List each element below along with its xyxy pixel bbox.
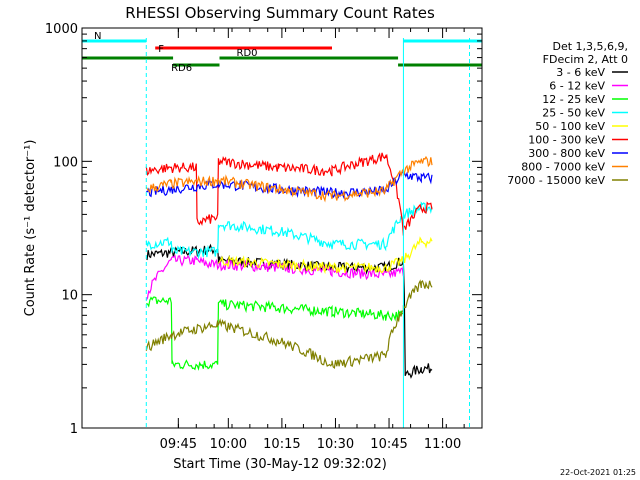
legend: Det 1,3,5,6,9,FDecim 2, Att 03 - 6 keV6 … bbox=[507, 40, 628, 187]
y-tick-label: 100 bbox=[53, 155, 78, 170]
footer-timestamp: 22-Oct-2021 01:25 bbox=[560, 468, 636, 477]
x-tick-label: 10:00 bbox=[210, 437, 247, 452]
y-tick-label: 1000 bbox=[45, 22, 78, 37]
x-tick-label: 10:30 bbox=[317, 437, 354, 452]
series-line-50-100-kev bbox=[217, 236, 433, 275]
legend-label: 7000 - 15000 keV bbox=[507, 174, 605, 187]
y-tick-label: 10 bbox=[61, 289, 78, 304]
plot-area: N F RD0 RD6 1 10 100 1000 09:45 10:00 10:15 10:30 10… bbox=[45, 22, 483, 452]
legend-label: 50 - 100 keV bbox=[535, 120, 605, 133]
x-tick-label: 10:15 bbox=[263, 437, 300, 452]
series-line-12-25-kev bbox=[146, 296, 404, 371]
mode-label-rd6: RD6 bbox=[171, 63, 192, 74]
mode-label-f: F bbox=[158, 44, 164, 55]
legend-header-line: Det 1,3,5,6,9, bbox=[552, 40, 628, 53]
y-axis-label: Count Rate (s⁻¹ detector⁻¹) bbox=[23, 140, 38, 317]
series-line-7000-15000-kev bbox=[145, 279, 433, 370]
mode-label-rd0: RD0 bbox=[237, 48, 258, 59]
legend-label: 300 - 800 keV bbox=[528, 147, 605, 160]
legend-label: 3 - 6 keV bbox=[556, 66, 605, 79]
legend-header-line: FDecim 2, Att 0 bbox=[543, 53, 628, 66]
mode-label-n: N bbox=[94, 31, 101, 42]
chart-title: RHESSI Observing Summary Count Rates bbox=[125, 4, 435, 22]
x-tick-label: 10:45 bbox=[370, 437, 407, 452]
x-axis-label: Start Time (30-May-12 09:32:02) bbox=[173, 457, 387, 472]
series-line-25-50-kev bbox=[145, 201, 433, 260]
legend-label: 800 - 7000 keV bbox=[521, 161, 605, 174]
series-line-100-300-kev bbox=[145, 152, 433, 236]
legend-label: 100 - 300 keV bbox=[528, 134, 605, 147]
legend-label: 6 - 12 keV bbox=[549, 80, 605, 93]
x-tick-label: 09:45 bbox=[160, 437, 197, 452]
legend-label: 25 - 50 keV bbox=[542, 107, 605, 120]
series-line-6-12-kev bbox=[145, 254, 404, 301]
y-tick-label: 1 bbox=[70, 422, 78, 437]
series-line-800-7000-kev bbox=[145, 155, 433, 203]
legend-label: 12 - 25 keV bbox=[542, 93, 605, 106]
x-tick-label: 11:00 bbox=[424, 437, 461, 452]
